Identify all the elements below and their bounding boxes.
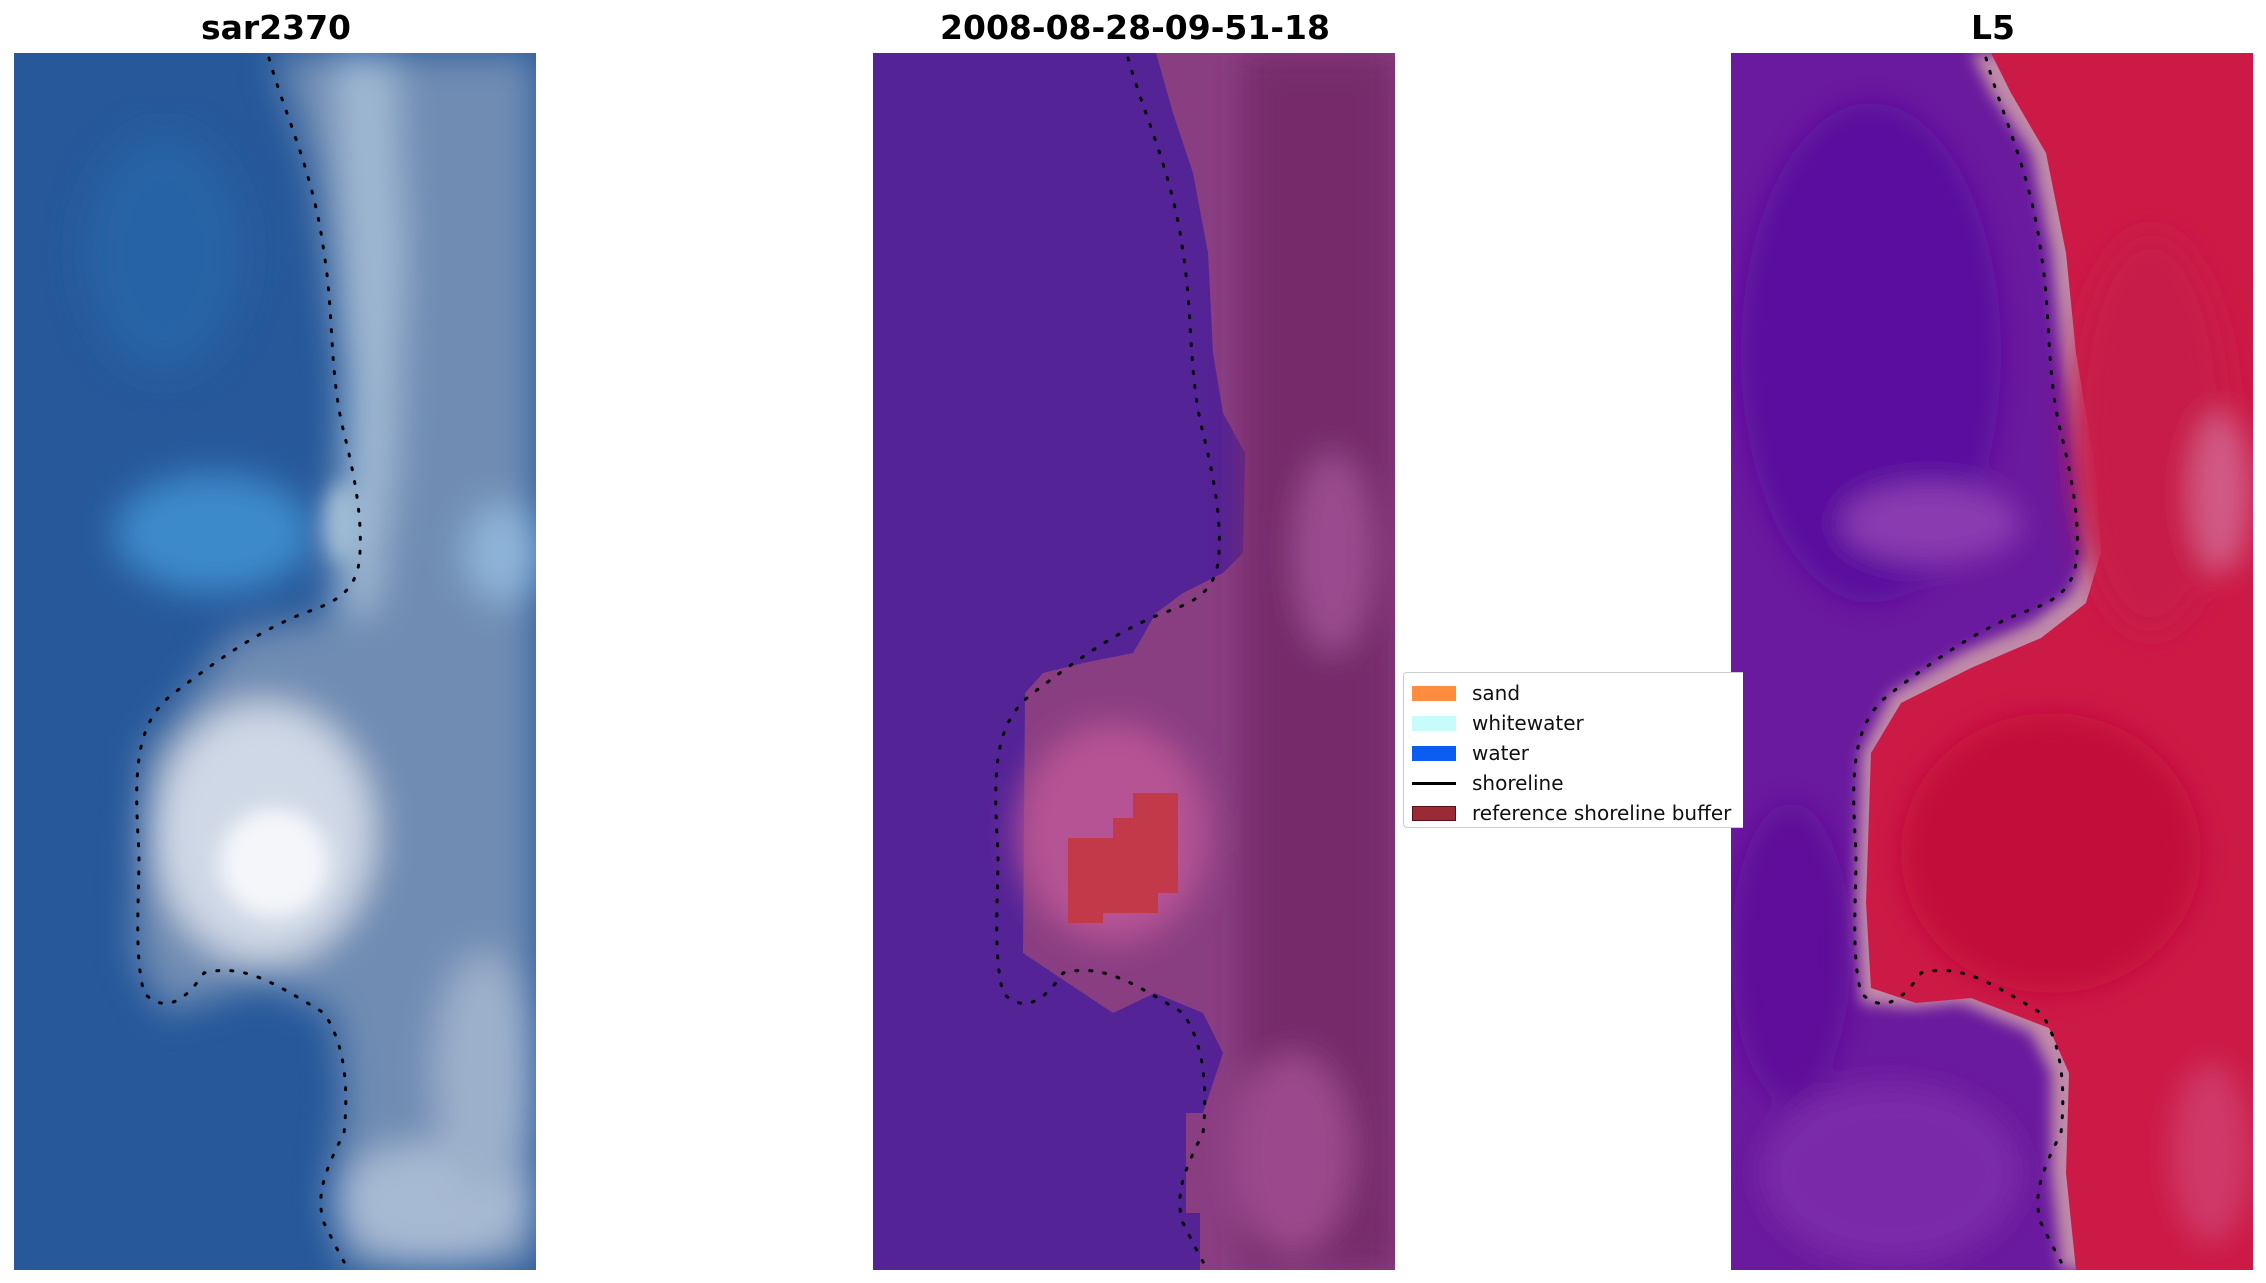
index-image — [1731, 53, 2253, 1270]
satellite-image — [14, 53, 536, 1270]
legend-item-whitewater: whitewater — [1412, 711, 1584, 735]
legend: sand whitewater water shoreline referenc… — [1403, 672, 1743, 828]
satellite-image-panel — [14, 53, 536, 1270]
legend-item-shoreline: shoreline — [1412, 771, 1564, 795]
legend-label: water — [1472, 741, 1529, 765]
water-swatch — [1412, 745, 1456, 761]
sand-swatch — [1412, 685, 1456, 701]
reference-shoreline-buffer — [1068, 793, 1178, 923]
legend-label: shoreline — [1472, 771, 1564, 795]
index-image-panel — [1731, 53, 2253, 1270]
legend-label: sand — [1472, 681, 1521, 705]
classified-image — [873, 53, 1395, 1270]
shoreline-line-swatch — [1412, 781, 1456, 785]
panel-title-sar2370: sar2370 — [200, 8, 352, 47]
panel-title-date: 2008-08-28-09-51-18 — [940, 8, 1330, 47]
legend-label: whitewater — [1472, 711, 1584, 735]
panel-title-l5: L5 — [1971, 8, 2015, 47]
reference-buffer-swatch — [1412, 805, 1456, 821]
legend-item-reference-buffer: reference shoreline buffer — [1412, 801, 1731, 825]
whitewater-swatch — [1412, 715, 1456, 731]
classified-image-panel — [873, 53, 1395, 1270]
legend-item-water: water — [1412, 741, 1529, 765]
legend-label: reference shoreline buffer — [1472, 801, 1732, 825]
legend-item-sand: sand — [1412, 681, 1520, 705]
